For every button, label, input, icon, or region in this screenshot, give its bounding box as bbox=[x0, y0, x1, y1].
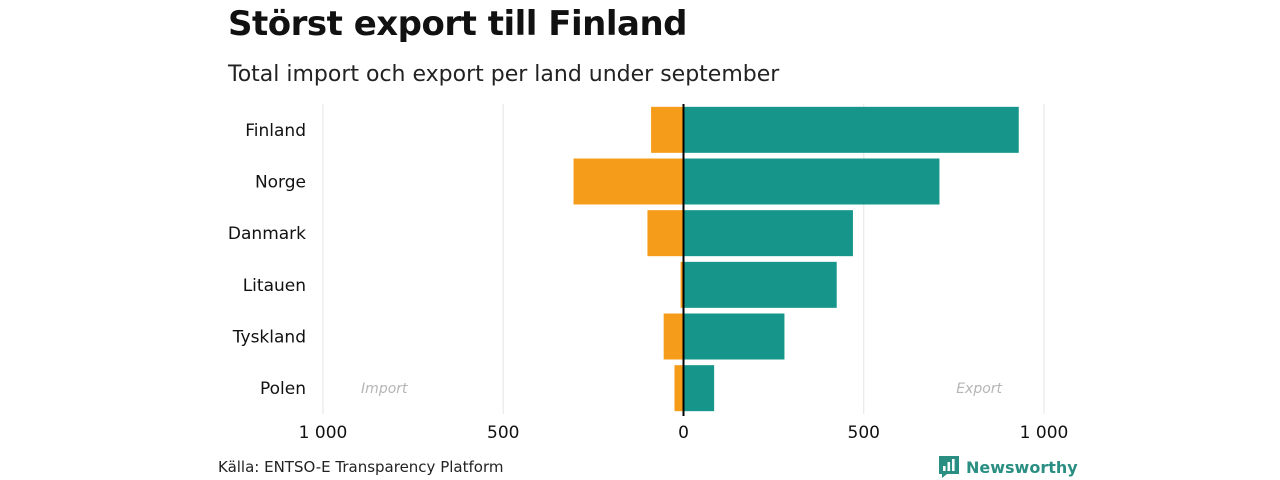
category-label: Finland bbox=[245, 121, 306, 141]
bar-import-tyskland bbox=[663, 313, 684, 360]
bar-export-polen bbox=[683, 365, 715, 412]
bar-export-tyskland bbox=[683, 313, 785, 360]
brand-name: Newsworthy bbox=[966, 457, 1078, 477]
bar-export-danmark bbox=[683, 210, 853, 257]
bar-export-norge bbox=[683, 158, 940, 205]
bar-import-finland bbox=[651, 106, 684, 153]
category-label: Litauen bbox=[243, 276, 306, 296]
x-tick-label: 500 bbox=[848, 423, 880, 443]
bar-import-danmark bbox=[647, 210, 684, 257]
chart-subtitle: Total import och export per land under s… bbox=[228, 62, 780, 87]
category-label: Norge bbox=[255, 173, 306, 193]
bar-import-norge bbox=[573, 158, 684, 205]
source-note: Källa: ENTSO-E Transparency Platform bbox=[218, 458, 504, 476]
category-label: Tyskland bbox=[232, 328, 306, 348]
brand-logo: Newsworthy bbox=[938, 455, 1078, 479]
x-tick-label: 500 bbox=[487, 423, 519, 443]
x-tick-label: 1 000 bbox=[299, 423, 348, 443]
bar-import-polen bbox=[674, 365, 684, 412]
chart-title: Störst export till Finland bbox=[228, 4, 688, 44]
bar-import-litauen bbox=[680, 261, 684, 308]
bar-export-litauen bbox=[683, 261, 837, 308]
import-annotation: Import bbox=[361, 381, 408, 397]
newsworthy-logo-icon bbox=[939, 456, 959, 478]
x-tick-label: 1 000 bbox=[1020, 423, 1069, 443]
category-label: Danmark bbox=[228, 224, 306, 244]
diverging-bar-chart: Finland Norge Danmark Litauen Tyskland Polen 1… bbox=[228, 104, 1069, 443]
bar-export-finland bbox=[683, 106, 1019, 153]
export-annotation: Export bbox=[956, 381, 1002, 397]
x-tick-label: 0 bbox=[678, 423, 689, 443]
category-label: Polen bbox=[260, 379, 306, 399]
